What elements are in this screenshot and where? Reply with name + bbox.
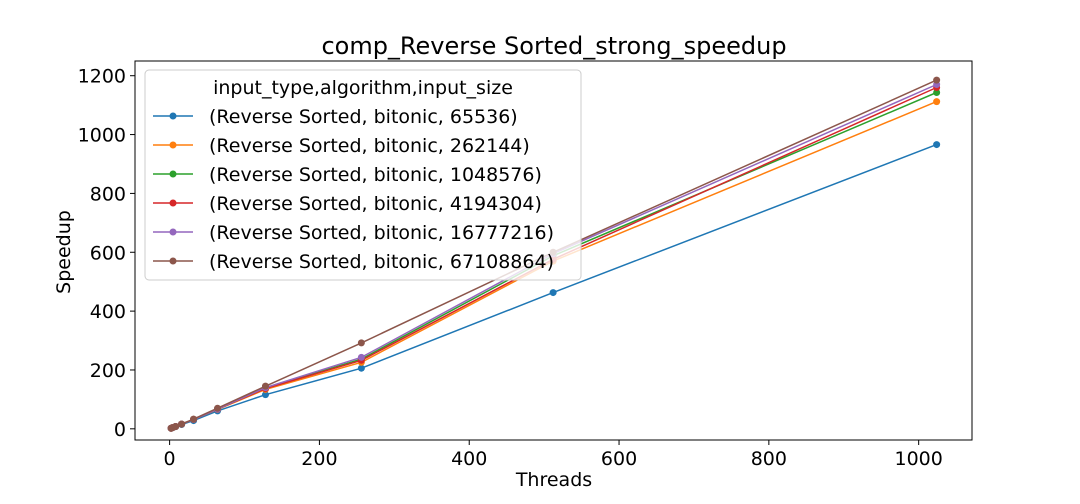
series-lines xyxy=(167,76,941,432)
data-point xyxy=(933,141,941,149)
legend: input_type,algorithm,input_size (Reverse… xyxy=(144,69,582,281)
x-tick-label: 400 xyxy=(451,448,487,470)
data-point xyxy=(214,404,222,412)
legend-marker xyxy=(169,257,177,265)
y-tick-label: 1000 xyxy=(78,125,126,147)
y-tick-label: 800 xyxy=(90,183,126,205)
plot-area xyxy=(134,60,973,441)
legend-marker xyxy=(169,228,177,236)
data-point xyxy=(190,415,198,423)
y-tick-label: 1200 xyxy=(78,66,126,88)
legend-marker xyxy=(169,199,177,207)
x-axis-label: Threads xyxy=(515,469,592,491)
legend-title: input_type,algorithm,input_size xyxy=(213,77,513,99)
legend-label: (Reverse Sorted, bitonic, 16777216) xyxy=(209,222,554,244)
legend-marker xyxy=(169,112,177,120)
data-point xyxy=(933,98,941,106)
data-point xyxy=(357,353,365,361)
legend-label: (Reverse Sorted, bitonic, 65536) xyxy=(209,106,518,128)
y-tick-label: 600 xyxy=(90,242,126,264)
x-tick-label: 200 xyxy=(301,448,337,470)
y-tick-label: 0 xyxy=(114,419,126,441)
legend-label: (Reverse Sorted, bitonic, 1048576) xyxy=(209,164,542,186)
legend-label: (Reverse Sorted, bitonic, 67108864) xyxy=(209,251,554,273)
data-point xyxy=(357,364,365,372)
x-tick-label: 1000 xyxy=(894,448,942,470)
data-point xyxy=(261,391,269,399)
x-tick-label: 600 xyxy=(601,448,637,470)
legend-box xyxy=(144,69,582,281)
data-point xyxy=(933,88,941,96)
legend-label: (Reverse Sorted, bitonic, 4194304) xyxy=(209,193,542,215)
data-point xyxy=(172,422,180,430)
legend-marker xyxy=(169,141,177,149)
chart-title: comp_Reverse Sorted_strong_speedup xyxy=(321,32,786,60)
y-axis-label: Speedup xyxy=(53,210,75,294)
x-tick-label: 0 xyxy=(164,448,176,470)
y-axis: 0 200 400 600 800 1000 1200 xyxy=(78,66,135,441)
y-tick-label: 200 xyxy=(90,360,126,382)
x-tick-label: 800 xyxy=(751,448,787,470)
data-point xyxy=(178,420,186,428)
data-point xyxy=(261,382,269,390)
data-point xyxy=(933,76,941,84)
x-axis: 0 200 400 600 800 1000 xyxy=(164,440,943,470)
data-point xyxy=(549,289,557,297)
legend-label: (Reverse Sorted, bitonic, 262144) xyxy=(209,135,530,157)
y-tick-label: 400 xyxy=(90,301,126,323)
data-point xyxy=(357,339,365,347)
legend-marker xyxy=(169,170,177,178)
